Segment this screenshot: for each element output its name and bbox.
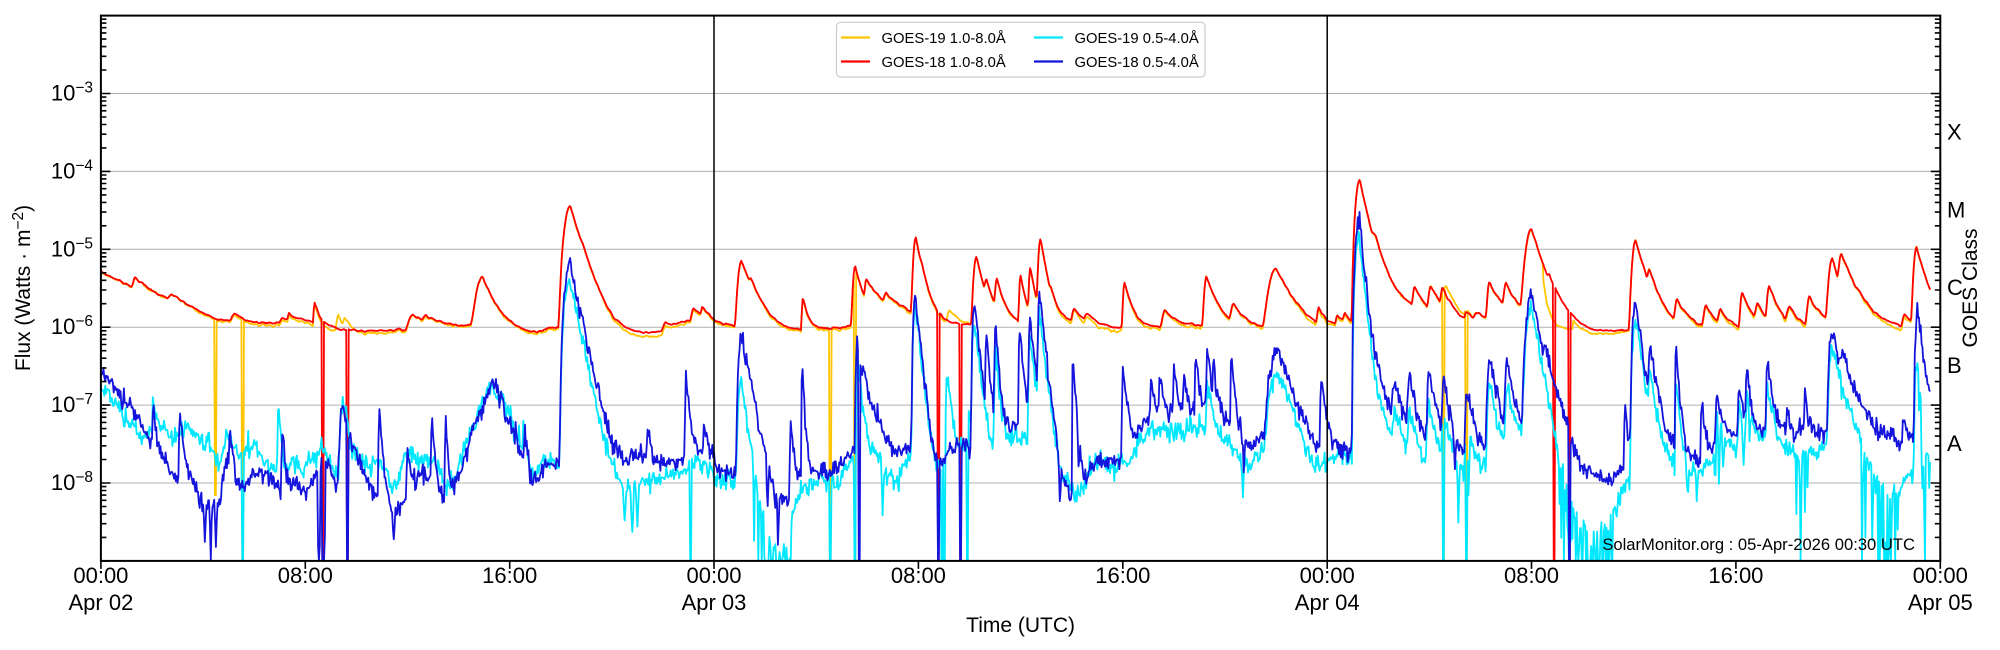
svg-text:08:00: 08:00	[278, 563, 333, 588]
svg-text:10−4: 10−4	[51, 157, 94, 183]
svg-text:X: X	[1947, 119, 1962, 144]
svg-text:08:00: 08:00	[1504, 563, 1559, 588]
svg-text:Flux (Watts · m−2): Flux (Watts · m−2)	[10, 205, 35, 371]
svg-text:16:00: 16:00	[482, 563, 537, 588]
svg-text:00:00: 00:00	[686, 563, 741, 588]
svg-text:16:00: 16:00	[1095, 563, 1150, 588]
svg-text:00:00: 00:00	[73, 563, 128, 588]
svg-text:Apr 02: Apr 02	[68, 590, 133, 615]
svg-text:B: B	[1947, 353, 1962, 378]
svg-text:10−8: 10−8	[51, 469, 93, 495]
svg-text:08:00: 08:00	[891, 563, 946, 588]
svg-text:Apr 03: Apr 03	[682, 590, 747, 615]
svg-text:10−6: 10−6	[51, 313, 93, 339]
svg-text:Apr 05: Apr 05	[1908, 590, 1973, 615]
svg-text:10−3: 10−3	[51, 80, 93, 106]
svg-text:GOES-18 1.0-8.0Å: GOES-18 1.0-8.0Å	[882, 54, 1006, 71]
svg-text:A: A	[1947, 431, 1962, 456]
svg-text:Apr 04: Apr 04	[1295, 590, 1360, 615]
svg-text:00:00: 00:00	[1300, 563, 1355, 588]
svg-text:SolarMonitor.org : 05-Apr-2026: SolarMonitor.org : 05-Apr-2026 00:30 UTC	[1602, 535, 1915, 554]
svg-text:M: M	[1947, 197, 1965, 222]
svg-text:GOES Class: GOES Class	[1959, 228, 1982, 347]
svg-text:Time (UTC): Time (UTC)	[966, 614, 1075, 637]
svg-text:10−7: 10−7	[51, 391, 93, 417]
svg-text:16:00: 16:00	[1708, 563, 1763, 588]
svg-text:GOES-18 0.5-4.0Å: GOES-18 0.5-4.0Å	[1075, 54, 1199, 71]
svg-text:10−5: 10−5	[51, 235, 93, 261]
svg-text:GOES-19 1.0-8.0Å: GOES-19 1.0-8.0Å	[882, 30, 1006, 47]
svg-text:C: C	[1947, 275, 1963, 300]
svg-text:00:00: 00:00	[1913, 563, 1968, 588]
svg-text:GOES-19 0.5-4.0Å: GOES-19 0.5-4.0Å	[1075, 30, 1199, 47]
